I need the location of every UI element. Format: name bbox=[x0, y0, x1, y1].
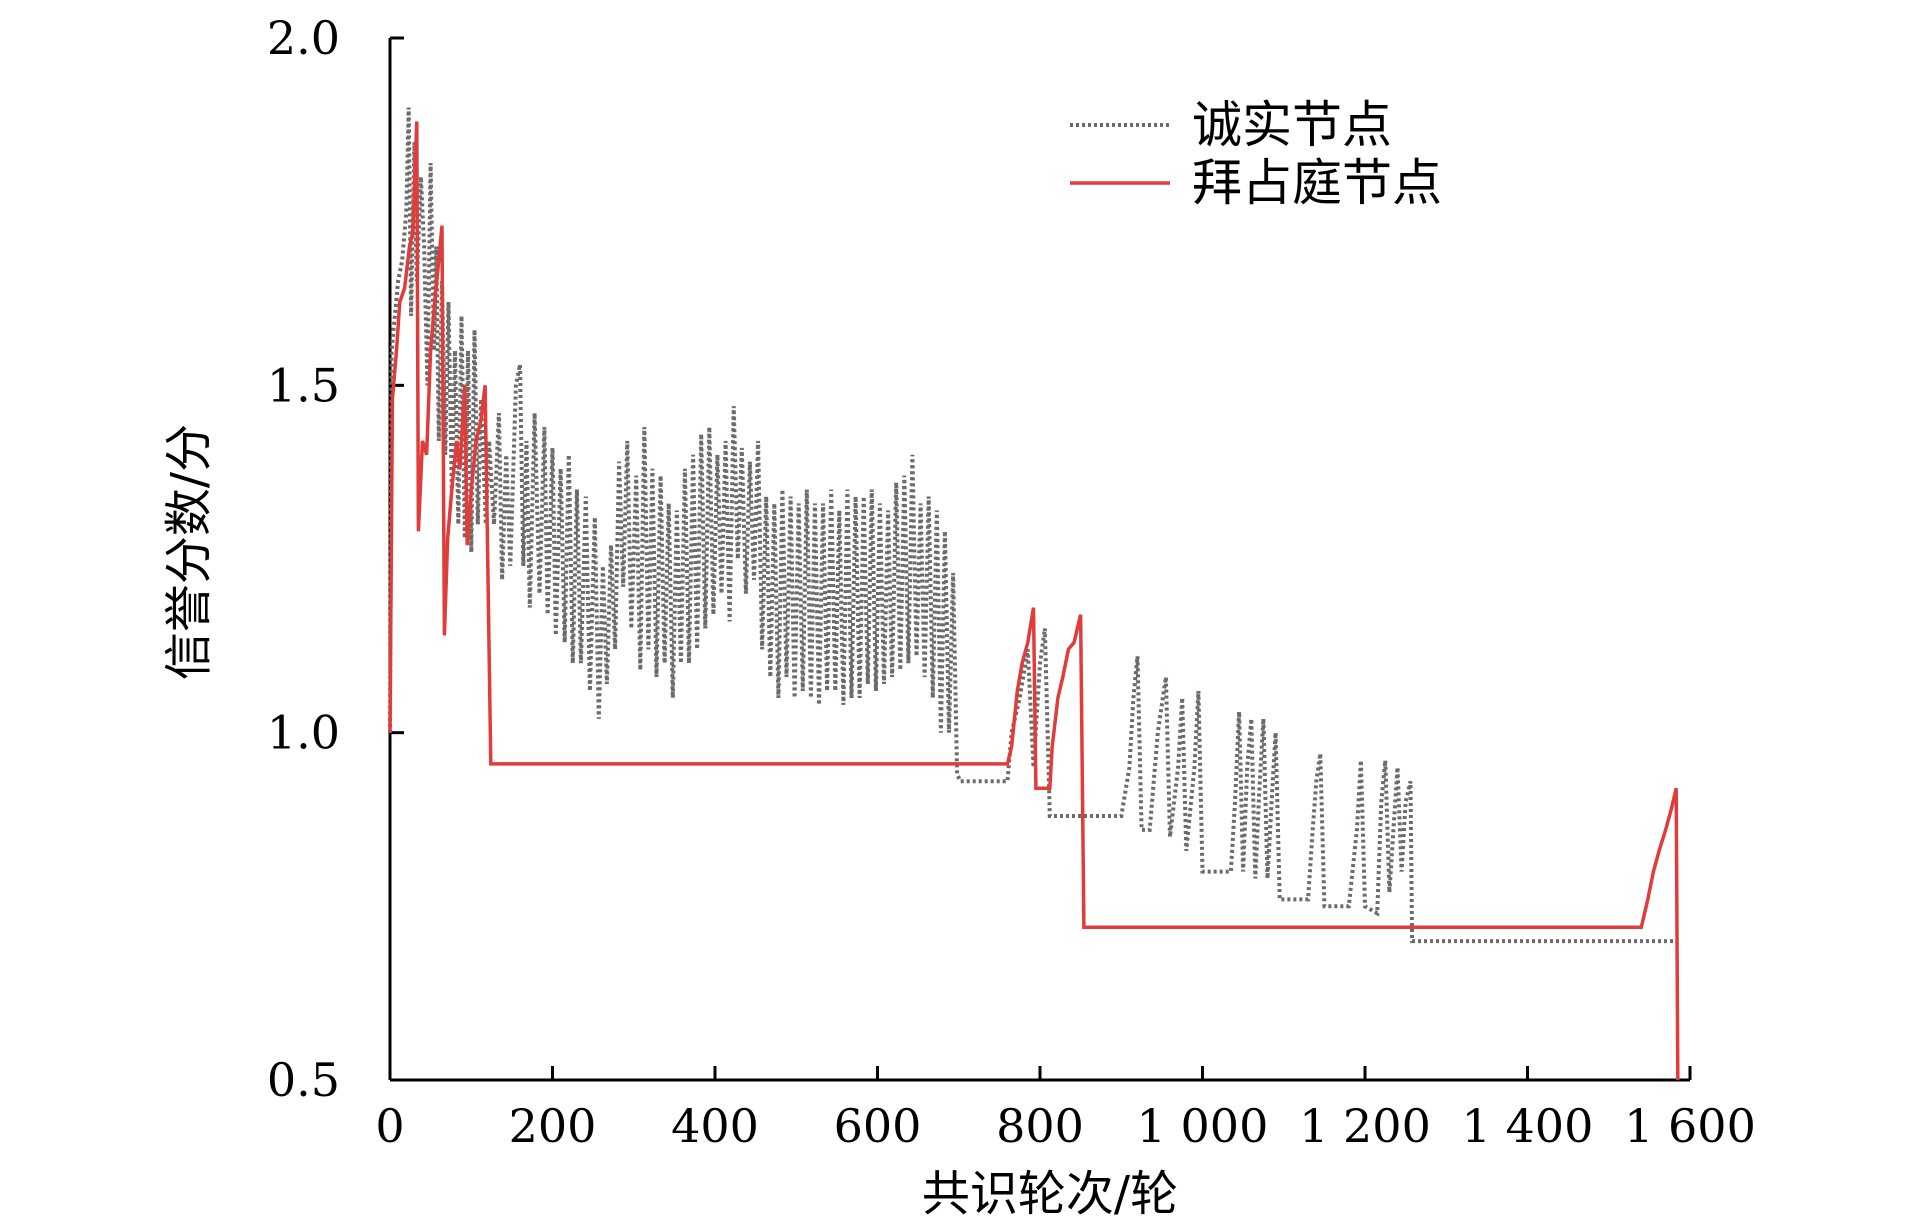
x-tick-label: 1 200 bbox=[1299, 1099, 1431, 1153]
x-axis-title: 共识轮次/轮 bbox=[922, 1166, 1178, 1222]
x-tick-label: 600 bbox=[834, 1099, 922, 1153]
honest-node-series-line bbox=[388, 107, 1676, 944]
y-tick-label: 1.5 bbox=[267, 358, 340, 412]
legend-label: 拜占庭节点 bbox=[1192, 154, 1442, 212]
x-tick-label: 0 bbox=[375, 1099, 404, 1153]
x-ticks: 0 200 400 600 800 1 000 1 200 1 400 1 600 bbox=[375, 1066, 1756, 1153]
x-tick-label: 400 bbox=[671, 1099, 759, 1153]
y-ticks: 0.5 1.0 1.5 2.0 bbox=[267, 11, 404, 1107]
byzantine-node-series-line bbox=[388, 121, 1680, 1081]
y-tick-label: 1.0 bbox=[267, 706, 340, 760]
legend-label: 诚实节点 bbox=[1192, 96, 1392, 154]
x-tick-label: 1 000 bbox=[1137, 1099, 1269, 1153]
axes bbox=[388, 38, 1690, 1082]
series-layer bbox=[388, 107, 1680, 1081]
x-tick-label: 1 600 bbox=[1624, 1099, 1756, 1153]
x-tick-label: 800 bbox=[996, 1099, 1084, 1153]
x-tick-label: 200 bbox=[509, 1099, 597, 1153]
y-tick-label: 0.5 bbox=[267, 1053, 340, 1107]
x-tick-label: 1 400 bbox=[1462, 1099, 1594, 1153]
y-axis-title: 信誉分数/分 bbox=[161, 424, 217, 680]
y-tick-label: 2.0 bbox=[267, 11, 340, 65]
